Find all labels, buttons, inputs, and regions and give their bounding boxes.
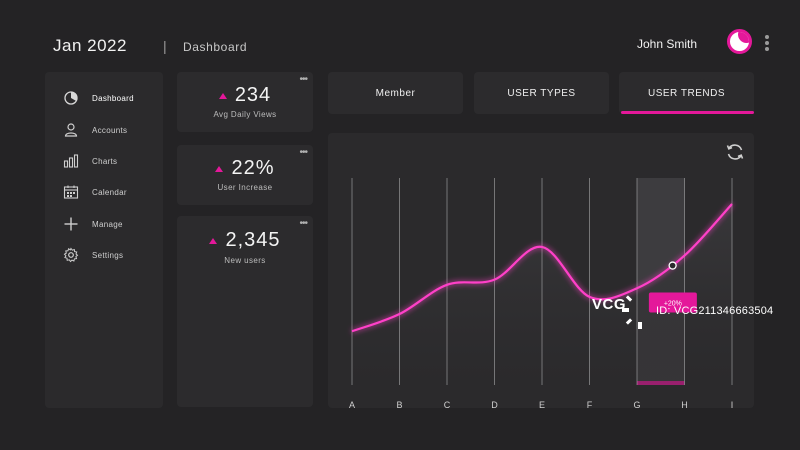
x-tick-label: I — [730, 400, 734, 410]
x-tick-label: B — [396, 400, 403, 410]
trend-up-icon — [218, 92, 227, 99]
sidebar-item-label: Manage — [92, 219, 123, 229]
stat-label: New users — [224, 256, 266, 265]
sidebar: Dashboard Accounts Charts Calendar Manag… — [45, 72, 163, 408]
x-tick-label: C — [443, 400, 451, 410]
sidebar-item-label: Dashboard — [92, 93, 134, 103]
watermark-mark-icon — [622, 295, 642, 329]
sidebar-item-label: Accounts — [92, 125, 128, 135]
user-icon — [63, 122, 79, 138]
sidebar-item-settings[interactable]: Settings — [63, 246, 159, 264]
annotation-badge — [648, 292, 697, 313]
bar-chart-icon — [63, 153, 79, 169]
tab-user-types[interactable]: USER TYPES — [474, 72, 609, 114]
card-menu-icon[interactable]: ••• — [299, 218, 307, 229]
sidebar-item-label: Charts — [92, 156, 118, 166]
annotation-label: +20% — [664, 301, 682, 308]
trend-up-icon — [209, 237, 218, 244]
sidebar-item-dashboard[interactable]: Dashboard — [63, 89, 159, 107]
user-name[interactable]: John Smith — [637, 37, 698, 51]
stat-card-daily-views: ••• 234 Avg Daily Views — [177, 72, 313, 132]
watermark-id: ID: VCG211346663504 — [656, 305, 774, 317]
header-separator: | — [163, 38, 167, 54]
x-tick-label: F — [586, 400, 593, 410]
x-tick-label: H — [681, 400, 688, 410]
data-point-marker[interactable] — [668, 261, 677, 270]
stat-label: Avg Daily Views — [213, 110, 277, 119]
tab-member[interactable]: Member — [328, 72, 463, 114]
calendar-icon — [63, 184, 79, 200]
stat-card-new-users: ••• 2,345 New users — [177, 216, 313, 407]
stat-card-user-increase: ••• 22% User Increase — [177, 145, 313, 205]
active-tab-indicator — [621, 111, 754, 114]
user-trends-chart: +20% — [351, 178, 733, 385]
sidebar-item-label: Settings — [92, 250, 124, 260]
card-menu-icon[interactable]: ••• — [299, 147, 307, 158]
avatar[interactable] — [727, 29, 752, 54]
x-tick-label: D — [491, 400, 498, 410]
plus-icon — [63, 216, 79, 232]
x-tick-label: A — [348, 400, 355, 410]
card-menu-icon[interactable]: ••• — [299, 74, 307, 85]
x-tick-label: E — [538, 400, 545, 410]
stat-value: 2,345 — [225, 229, 281, 251]
gear-icon — [63, 247, 79, 263]
stat-value: 234 — [234, 84, 272, 106]
stat-label: User Increase — [217, 183, 273, 192]
refresh-icon[interactable] — [724, 141, 746, 163]
sidebar-item-accounts[interactable]: Accounts — [63, 121, 159, 139]
watermark-logo: VCG — [592, 296, 627, 313]
tab-user-trends[interactable]: USER TRENDS — [619, 72, 754, 114]
page-title: Dashboard — [183, 40, 248, 54]
pie-chart-icon — [63, 90, 79, 106]
sidebar-item-calendar[interactable]: Calendar — [63, 183, 159, 201]
sidebar-item-label: Calendar — [92, 187, 127, 197]
x-tick-label: G — [633, 400, 641, 410]
header-date: Jan 2022 — [53, 36, 127, 55]
more-options-icon[interactable] — [764, 35, 770, 53]
sidebar-item-manage[interactable]: Manage — [63, 215, 159, 233]
stat-value: 22% — [231, 157, 275, 179]
sidebar-item-charts[interactable]: Charts — [63, 152, 159, 170]
trend-up-icon — [215, 165, 224, 172]
